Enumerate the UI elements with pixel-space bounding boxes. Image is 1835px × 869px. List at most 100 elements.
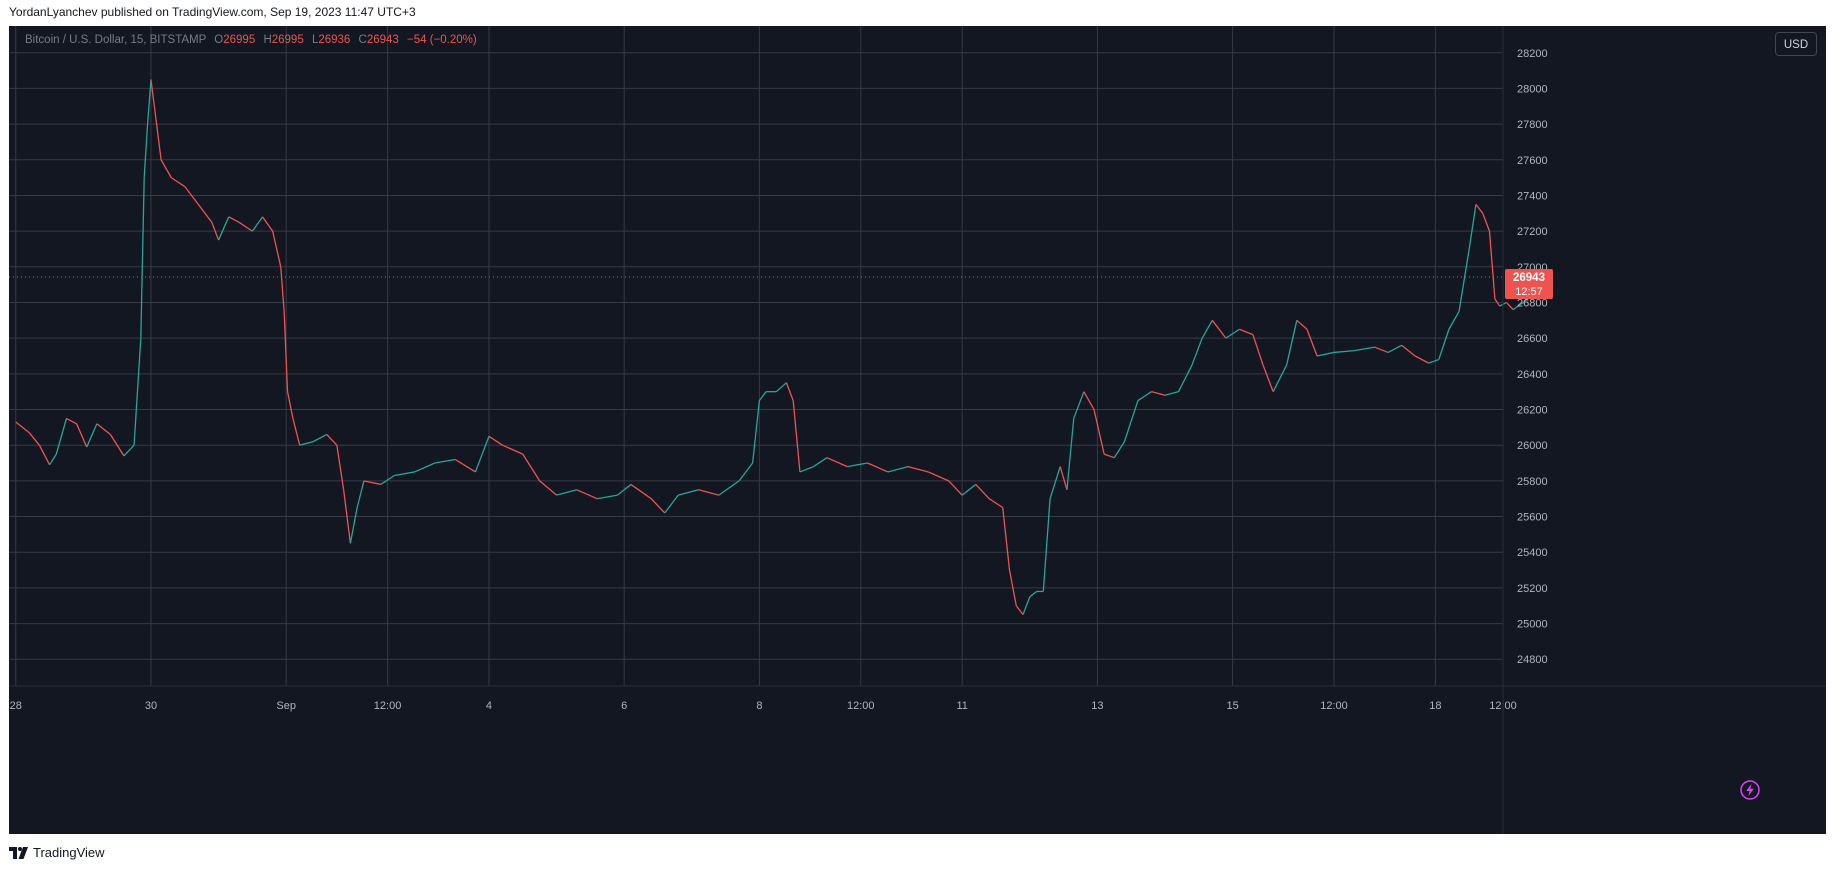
price-segment: [1438, 329, 1450, 360]
price-segment: [28, 432, 40, 446]
last-price-badge: 26943 12:57: [1505, 268, 1553, 299]
price-segment: [678, 489, 699, 496]
price-segment: [228, 216, 240, 223]
low-value: 26936: [318, 34, 351, 46]
x-tick-label: 12:00: [1320, 700, 1348, 712]
currency-button[interactable]: USD: [1775, 32, 1817, 56]
price-segment: [1262, 364, 1274, 392]
bar-countdown: 12:57: [1515, 286, 1543, 298]
y-tick-label: 27800: [1517, 119, 1548, 131]
high-label: H: [263, 34, 272, 46]
price-segment: [961, 483, 977, 496]
price-segment: [286, 391, 294, 419]
x-tick-label: 6: [621, 700, 627, 712]
price-segment: [1002, 507, 1011, 571]
price-segment: [1042, 498, 1051, 592]
price-segment: [1239, 328, 1254, 336]
price-segment: [143, 124, 149, 178]
x-tick-label: 15: [1226, 700, 1238, 712]
price-segment: [1015, 605, 1024, 616]
price-series: [9, 79, 1541, 616]
price-segment: [1151, 391, 1166, 396]
x-tick-label: 13: [1091, 700, 1103, 712]
footer-brand-label: TradingView: [33, 845, 105, 860]
price-segment: [184, 186, 199, 205]
price-segment: [160, 159, 172, 178]
price-segment: [751, 400, 761, 464]
price-segment: [96, 423, 111, 435]
price-segment: [394, 471, 415, 477]
price-segment: [556, 489, 578, 496]
price-segment: [1164, 391, 1179, 396]
x-tick-label: Sep: [276, 700, 296, 712]
price-segment: [140, 177, 145, 339]
open-value: 26995: [223, 34, 256, 46]
lightning-icon[interactable]: [1740, 780, 1760, 800]
price-segment: [617, 483, 632, 496]
price-segment: [502, 444, 524, 455]
price-segment: [847, 462, 868, 468]
y-tick-label: 26000: [1517, 440, 1548, 452]
price-segment: [1137, 391, 1152, 402]
price-segment: [217, 216, 230, 241]
price-segment: [299, 440, 314, 446]
price-segment: [38, 444, 51, 466]
price-segment: [76, 423, 88, 448]
price-segment: [133, 338, 142, 446]
price-segment: [1049, 466, 1061, 499]
y-tick-label: 27600: [1517, 155, 1548, 167]
price-segment: [349, 507, 358, 544]
price-segment: [123, 444, 135, 457]
price-segment: [1316, 351, 1335, 357]
price-segment: [1401, 344, 1416, 357]
y-tick-label: 27200: [1517, 226, 1548, 238]
price-segment: [1387, 344, 1402, 354]
price-segment: [799, 465, 814, 473]
price-segment: [1177, 364, 1193, 392]
price-segment: [312, 433, 328, 443]
price-segment: [66, 417, 77, 425]
price-segment: [792, 400, 801, 473]
price-segment: [150, 79, 155, 107]
price-segment: [1354, 346, 1375, 352]
y-tick-label: 25400: [1517, 547, 1548, 559]
price-segment: [775, 382, 787, 393]
price-segment: [1073, 391, 1085, 419]
price-segment: [55, 418, 68, 455]
last-price-badge-bg: [1505, 268, 1553, 299]
chart-pane[interactable]: 24800 25000 25200 25400 25600 25800 26000 26200…: [9, 26, 1826, 834]
price-segment: [1123, 400, 1139, 442]
price-segment: [718, 480, 740, 496]
price-segment: [1374, 346, 1389, 354]
symbol-name: Bitcoin / U.S. Dollar, 15, BITSTAMP: [25, 34, 207, 46]
price-segment: [1029, 590, 1037, 598]
last-price-value: 26943: [1513, 272, 1545, 284]
grid: [9, 26, 1504, 686]
open-label: O: [214, 34, 224, 46]
price-segment: [434, 458, 456, 464]
x-tick-label: 12:00: [847, 700, 875, 712]
price-segment: [86, 423, 98, 448]
x-tick-label: 4: [486, 700, 492, 712]
price-segment: [1482, 213, 1491, 232]
price-segment: [758, 391, 767, 401]
price-segment: [826, 457, 848, 468]
price-segment: [326, 434, 338, 446]
price-segment: [272, 230, 282, 267]
y-tick-label: 25200: [1517, 583, 1548, 595]
price-segment: [539, 480, 557, 496]
price-segment: [1286, 320, 1298, 366]
price-segment: [928, 471, 949, 482]
price-segment: [650, 498, 666, 514]
price-segment: [211, 221, 220, 241]
price-segment: [1083, 391, 1095, 410]
low-label: L: [311, 34, 319, 46]
price-chart[interactable]: 24800 25000 25200 25400 25600 25800 26000 26200…: [9, 26, 1826, 834]
footer-brand[interactable]: TradingView: [9, 845, 105, 860]
price-segment: [664, 494, 679, 514]
price-segment: [813, 457, 828, 468]
price-segment: [251, 216, 264, 232]
price-segment: [380, 474, 395, 485]
y-tick-label: 26400: [1517, 369, 1548, 381]
price-segment: [1201, 320, 1213, 339]
